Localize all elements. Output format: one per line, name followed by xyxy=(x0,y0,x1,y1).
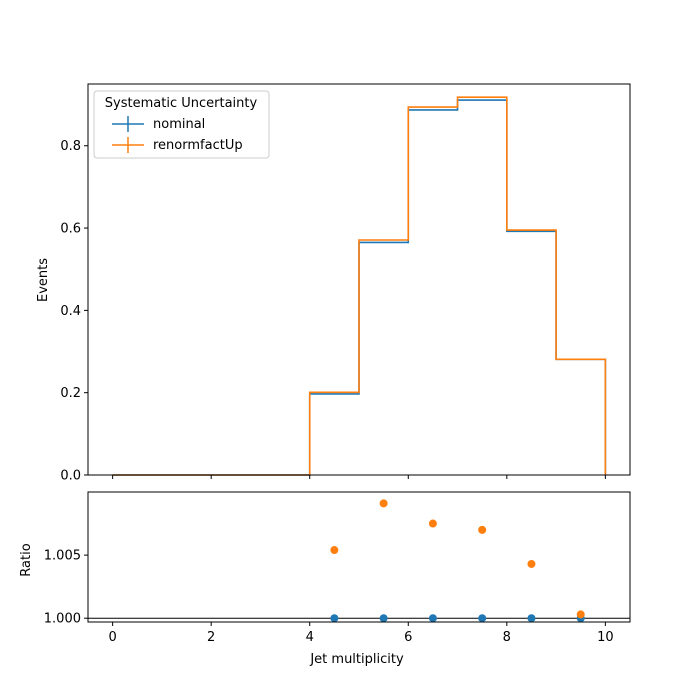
ratio-x-tick-label: 2 xyxy=(207,630,215,645)
main-y-tick-label: 0.0 xyxy=(60,469,81,484)
ratio-x-tick-label: 8 xyxy=(503,630,511,645)
main-y-tick-label: 0.2 xyxy=(60,386,81,401)
main-y-tick-label: 0.8 xyxy=(60,139,81,154)
ratio-point-nominal xyxy=(379,614,388,623)
main-y-tick-label: 0.6 xyxy=(60,222,81,237)
ratio-x-tick-label: 6 xyxy=(404,630,412,645)
ratio-x-axis-label: Jet multiplicity xyxy=(309,652,404,667)
legend-title: Systematic Uncertainty xyxy=(105,96,258,111)
ratio-y-ticks: 1.000 1.005 xyxy=(44,549,88,627)
legend-label-nominal: nominal xyxy=(153,117,205,132)
ratio-x-tick-label: 4 xyxy=(306,630,314,645)
ratio-point-renormfactup xyxy=(428,519,437,528)
main-plot-frame xyxy=(87,83,631,476)
main-x-ticks xyxy=(112,475,606,479)
ratio-plot-frame xyxy=(87,491,631,623)
ratio-point-renormfactup xyxy=(527,559,536,568)
main-y-axis-label: Events xyxy=(36,258,51,302)
legend: Systematic Uncertainty nominal renormfac… xyxy=(93,90,270,159)
ratio-point-renormfactup xyxy=(379,499,388,508)
ratio-point-renormfactup xyxy=(576,610,585,619)
ratio-point-renormfactup xyxy=(330,546,339,555)
ratio-y-axis-label: Ratio xyxy=(19,543,34,576)
main-panel: 0.0 0.2 0.4 0.6 0.8 Events Systematic Uncert… xyxy=(36,83,631,484)
ratio-series-group xyxy=(330,499,585,623)
ratio-panel: 0 2 4 6 8 10 1.000 1.005 Ratio Jet multiplicit… xyxy=(19,491,631,667)
legend-box xyxy=(93,90,270,159)
main-y-tick-label: 0.4 xyxy=(60,304,81,319)
ratio-x-ticks: 0 2 4 6 8 10 xyxy=(108,622,614,645)
legend-entry-nominal: nominal xyxy=(112,116,205,132)
ratio-y-tick-label: 1.005 xyxy=(44,549,81,564)
ratio-x-tick-label: 0 xyxy=(108,630,116,645)
ratio-point-nominal xyxy=(330,614,339,623)
ratio-x-tick-label: 10 xyxy=(597,630,614,645)
ratio-point-nominal xyxy=(527,614,536,623)
legend-label-renormfactup: renormfactUp xyxy=(153,138,243,153)
ratio-point-nominal xyxy=(428,614,437,623)
ratio-point-nominal xyxy=(478,614,487,623)
legend-entry-renormfactup: renormfactUp xyxy=(112,137,243,153)
ratio-y-tick-label: 1.000 xyxy=(44,612,81,627)
main-y-ticks: 0.0 0.2 0.4 0.6 0.8 xyxy=(60,139,88,484)
ratio-point-renormfactup xyxy=(478,525,487,534)
